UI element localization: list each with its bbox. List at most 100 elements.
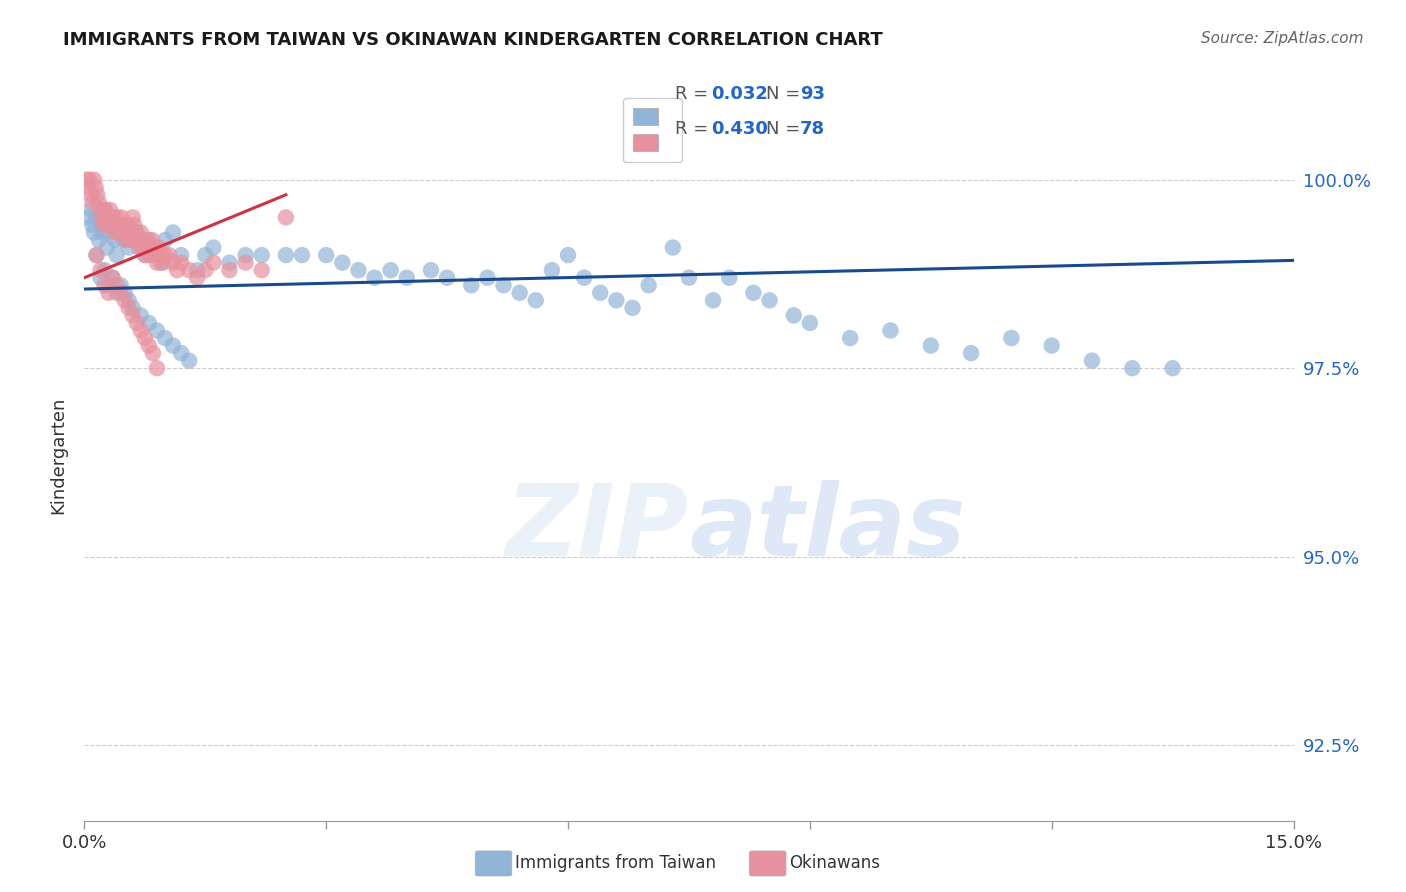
Point bbox=[142, 241, 165, 255]
Point bbox=[96, 241, 118, 255]
Point bbox=[94, 202, 117, 217]
Point bbox=[105, 211, 128, 225]
Text: R =: R = bbox=[675, 120, 714, 138]
Point bbox=[110, 278, 132, 293]
Point bbox=[460, 278, 482, 293]
Point bbox=[80, 187, 103, 202]
Point bbox=[1121, 361, 1143, 376]
Text: ZIP: ZIP bbox=[506, 480, 689, 576]
Point bbox=[170, 346, 193, 360]
Point bbox=[347, 263, 370, 277]
Point bbox=[112, 218, 135, 232]
Point bbox=[129, 241, 152, 255]
Point bbox=[93, 202, 115, 217]
Point bbox=[235, 255, 257, 269]
Point bbox=[97, 285, 120, 300]
Point bbox=[128, 241, 150, 255]
Point bbox=[142, 346, 165, 360]
Point bbox=[134, 331, 156, 345]
Text: Okinawans: Okinawans bbox=[789, 855, 880, 872]
Point bbox=[125, 226, 148, 240]
Point bbox=[131, 233, 153, 247]
Point bbox=[118, 301, 141, 315]
Point bbox=[97, 278, 120, 293]
Point bbox=[157, 248, 180, 262]
Point bbox=[436, 270, 458, 285]
Point bbox=[202, 255, 225, 269]
Point bbox=[77, 172, 100, 186]
Point bbox=[101, 270, 124, 285]
Point bbox=[152, 255, 174, 269]
Point bbox=[98, 218, 121, 232]
Point bbox=[138, 338, 160, 352]
Point bbox=[93, 263, 115, 277]
Point bbox=[120, 233, 142, 247]
Point bbox=[662, 241, 685, 255]
Point bbox=[492, 278, 515, 293]
Point bbox=[118, 226, 141, 240]
Point bbox=[114, 285, 136, 300]
Point bbox=[179, 263, 201, 277]
Point bbox=[82, 195, 104, 210]
Point bbox=[124, 218, 146, 232]
Point bbox=[117, 218, 139, 232]
Point bbox=[148, 241, 170, 255]
Point bbox=[170, 248, 193, 262]
Point bbox=[274, 211, 297, 225]
Point bbox=[104, 226, 127, 240]
Point bbox=[107, 218, 129, 232]
Point bbox=[509, 285, 531, 300]
Point bbox=[235, 248, 257, 262]
Point bbox=[330, 255, 353, 269]
Point bbox=[93, 278, 115, 293]
Point bbox=[315, 248, 337, 262]
Point bbox=[108, 226, 131, 240]
Text: N =: N = bbox=[766, 85, 806, 103]
Point bbox=[91, 226, 114, 240]
Point bbox=[107, 218, 129, 232]
Point bbox=[91, 211, 114, 225]
Point bbox=[110, 226, 132, 240]
Point bbox=[114, 226, 136, 240]
Point bbox=[101, 211, 124, 225]
Point bbox=[86, 248, 108, 262]
Point bbox=[1040, 338, 1063, 352]
Point bbox=[134, 248, 156, 262]
Point bbox=[153, 331, 176, 345]
Point bbox=[114, 293, 136, 308]
Point bbox=[76, 180, 98, 194]
Point bbox=[127, 233, 149, 247]
Text: N =: N = bbox=[766, 120, 806, 138]
Point bbox=[100, 211, 122, 225]
Point bbox=[121, 309, 143, 323]
Point bbox=[86, 187, 108, 202]
Point bbox=[541, 263, 564, 277]
Point bbox=[89, 263, 111, 277]
Point bbox=[202, 241, 225, 255]
Point bbox=[93, 218, 115, 232]
Text: 0.430: 0.430 bbox=[711, 120, 768, 138]
Point bbox=[98, 202, 121, 217]
Point bbox=[166, 263, 188, 277]
Point bbox=[395, 270, 418, 285]
Point bbox=[82, 218, 104, 232]
Point bbox=[105, 285, 128, 300]
Text: 0.032: 0.032 bbox=[711, 85, 768, 103]
Legend: , : , bbox=[623, 97, 682, 162]
Point bbox=[477, 270, 499, 285]
Point bbox=[1000, 331, 1022, 345]
Point bbox=[121, 301, 143, 315]
Point bbox=[162, 338, 184, 352]
Point bbox=[125, 226, 148, 240]
Point bbox=[637, 278, 659, 293]
Point bbox=[136, 233, 159, 247]
Point bbox=[605, 293, 627, 308]
Point bbox=[186, 270, 208, 285]
Point bbox=[89, 202, 111, 217]
Point bbox=[149, 255, 172, 269]
Text: atlas: atlas bbox=[689, 480, 966, 576]
Text: Source: ZipAtlas.com: Source: ZipAtlas.com bbox=[1201, 31, 1364, 46]
Point bbox=[146, 255, 169, 269]
Point bbox=[557, 248, 579, 262]
Point bbox=[114, 226, 136, 240]
